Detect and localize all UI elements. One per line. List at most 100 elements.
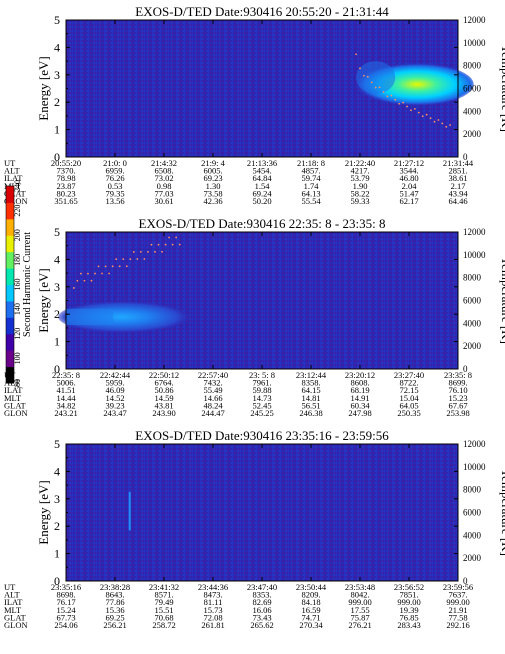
temperature-point bbox=[168, 236, 170, 239]
ephemeris-value: 351.65 bbox=[54, 196, 77, 206]
ephemeris-row-label: ILAT bbox=[4, 385, 23, 395]
ephemeris-value: 64.46 bbox=[448, 196, 467, 206]
y-tick-label: 0 bbox=[54, 574, 60, 588]
ephemeris-value: 254.06 bbox=[54, 620, 77, 630]
ephemeris-value: 69.24 bbox=[252, 188, 272, 198]
temperature-point bbox=[382, 91, 385, 93]
y-tick-label: 4 bbox=[54, 252, 60, 266]
temperature-point bbox=[363, 74, 365, 77]
ephemeris-value: 256.21 bbox=[103, 620, 126, 630]
colorbar-segment bbox=[6, 350, 14, 368]
ephemeris-value: 7370. bbox=[56, 166, 75, 176]
ephemeris-value: 265.62 bbox=[250, 620, 273, 630]
colorbar-tick-label: 160 bbox=[13, 279, 22, 291]
ephemeris-value: 76.26 bbox=[105, 173, 124, 183]
ephemeris-value: 46.09 bbox=[105, 385, 124, 395]
ephemeris-value: 23:56:52 bbox=[394, 582, 424, 592]
ephemeris-value: 22:42:44 bbox=[100, 370, 131, 380]
ephemeris-value: 8698. bbox=[56, 590, 75, 600]
ephemeris-value: 270.34 bbox=[299, 620, 323, 630]
plasma-feature-streak bbox=[128, 491, 131, 531]
ephemeris-row-label: ILAT bbox=[4, 173, 23, 183]
chart-title: EXOS-D/TED Date:930416 23:35:16 - 23:59:… bbox=[135, 428, 389, 443]
temperature-point bbox=[136, 258, 139, 260]
y-tick-label: 1 bbox=[54, 547, 60, 561]
ephemeris-value: 14.73 bbox=[252, 393, 271, 403]
y-tick-label: 3 bbox=[54, 492, 60, 506]
ephemeris-value: 21:4:32 bbox=[151, 158, 177, 168]
y2-tick-label: 4000 bbox=[463, 530, 482, 540]
ephemeris-value: 6005. bbox=[203, 166, 222, 176]
ephemeris-value: 64.05 bbox=[399, 400, 418, 410]
ephemeris-value: 999.00 bbox=[446, 597, 469, 607]
temperature-point bbox=[429, 117, 432, 120]
ephemeris-value: 5959. bbox=[105, 378, 124, 388]
ephemeris-value: 14.52 bbox=[105, 393, 124, 403]
temperature-point bbox=[87, 272, 89, 275]
ephemeris-row-label: GLAT bbox=[4, 188, 27, 198]
ephemeris-value: 43.81 bbox=[154, 400, 173, 410]
ephemeris-value: 15.24 bbox=[56, 605, 76, 615]
ephemeris-value: 7432. bbox=[203, 378, 222, 388]
ephemeris-value: 6508. bbox=[154, 166, 173, 176]
ephemeris-value: 244.47 bbox=[201, 408, 224, 418]
ephemeris-value: 23:47:40 bbox=[247, 582, 277, 592]
temperature-point bbox=[125, 265, 128, 268]
colorbar-segment bbox=[6, 202, 14, 220]
ephemeris-value: 75.87 bbox=[350, 612, 369, 622]
ephemeris-value: 16.06 bbox=[252, 605, 271, 615]
temperature-point bbox=[410, 109, 412, 112]
temperature-point bbox=[76, 279, 79, 282]
colorbar-tick-label: 80 bbox=[13, 379, 22, 387]
chart-title: EXOS-D/TED Date:930416 22:35: 8 - 23:35:… bbox=[139, 216, 386, 231]
ephemeris-value: 4217. bbox=[350, 166, 369, 176]
y2-axis-label: Temperature [K] bbox=[499, 469, 505, 556]
spectrogram-texture bbox=[66, 444, 458, 581]
ephemeris-value: 0.53 bbox=[108, 181, 123, 191]
ephemeris-value: 2.17 bbox=[451, 181, 466, 191]
y2-tick-label: 12000 bbox=[463, 15, 486, 25]
y2-tick-label: 2000 bbox=[463, 129, 482, 139]
ephemeris-value: 55.54 bbox=[301, 196, 321, 206]
ephemeris-row-label: UT bbox=[4, 158, 16, 168]
colorbar-segment bbox=[6, 235, 14, 253]
ephemeris-value: 41.51 bbox=[56, 385, 75, 395]
ephemeris-value: 76.10 bbox=[448, 385, 467, 395]
temperature-point bbox=[83, 279, 86, 282]
ephemeris-value: 1.30 bbox=[206, 181, 221, 191]
temperature-point bbox=[366, 75, 369, 78]
ephemeris-value: 8643. bbox=[105, 590, 124, 600]
ephemeris-row-label: ILAT bbox=[4, 597, 23, 607]
ephemeris-value: 283.43 bbox=[397, 620, 420, 630]
ephemeris-value: 23:38:28 bbox=[100, 582, 130, 592]
temperature-point bbox=[394, 98, 397, 101]
ephemeris-value: 23:12:44 bbox=[296, 370, 327, 380]
ephemeris-value: 14.91 bbox=[350, 393, 369, 403]
y-axis-label: Energy [eV] bbox=[36, 56, 51, 120]
temperature-point bbox=[161, 250, 163, 253]
temperature-point bbox=[139, 251, 142, 253]
colorbar-segment bbox=[6, 251, 14, 269]
ephemeris-value: 22:50:12 bbox=[149, 370, 179, 380]
y2-tick-label: 2000 bbox=[463, 341, 482, 351]
y2-axis-label: Temperature [K] bbox=[499, 45, 505, 132]
ephemeris-value: 82.69 bbox=[252, 597, 271, 607]
colorbar-tick-label: 180 bbox=[13, 254, 22, 266]
ephemeris-value: 2.04 bbox=[402, 181, 418, 191]
ephemeris-value: 22:57:40 bbox=[198, 370, 228, 380]
ephemeris-value: 8042. bbox=[350, 590, 369, 600]
ephemeris-value: 59.33 bbox=[350, 196, 369, 206]
ephemeris-value: 2851. bbox=[448, 166, 467, 176]
temperature-point bbox=[178, 243, 181, 246]
y2-tick-label: 6000 bbox=[463, 508, 482, 518]
ephemeris-row-label: GLON bbox=[4, 196, 28, 206]
temperature-point bbox=[108, 272, 111, 275]
temperature-point bbox=[433, 120, 436, 123]
ephemeris-value: 23:35:16 bbox=[51, 582, 81, 592]
ephemeris-row-label: UT bbox=[4, 582, 16, 592]
ephemeris-value: 77.03 bbox=[154, 188, 173, 198]
temperature-point bbox=[129, 258, 132, 260]
temperature-point bbox=[421, 115, 424, 118]
ephemeris-value: 73.43 bbox=[252, 612, 271, 622]
